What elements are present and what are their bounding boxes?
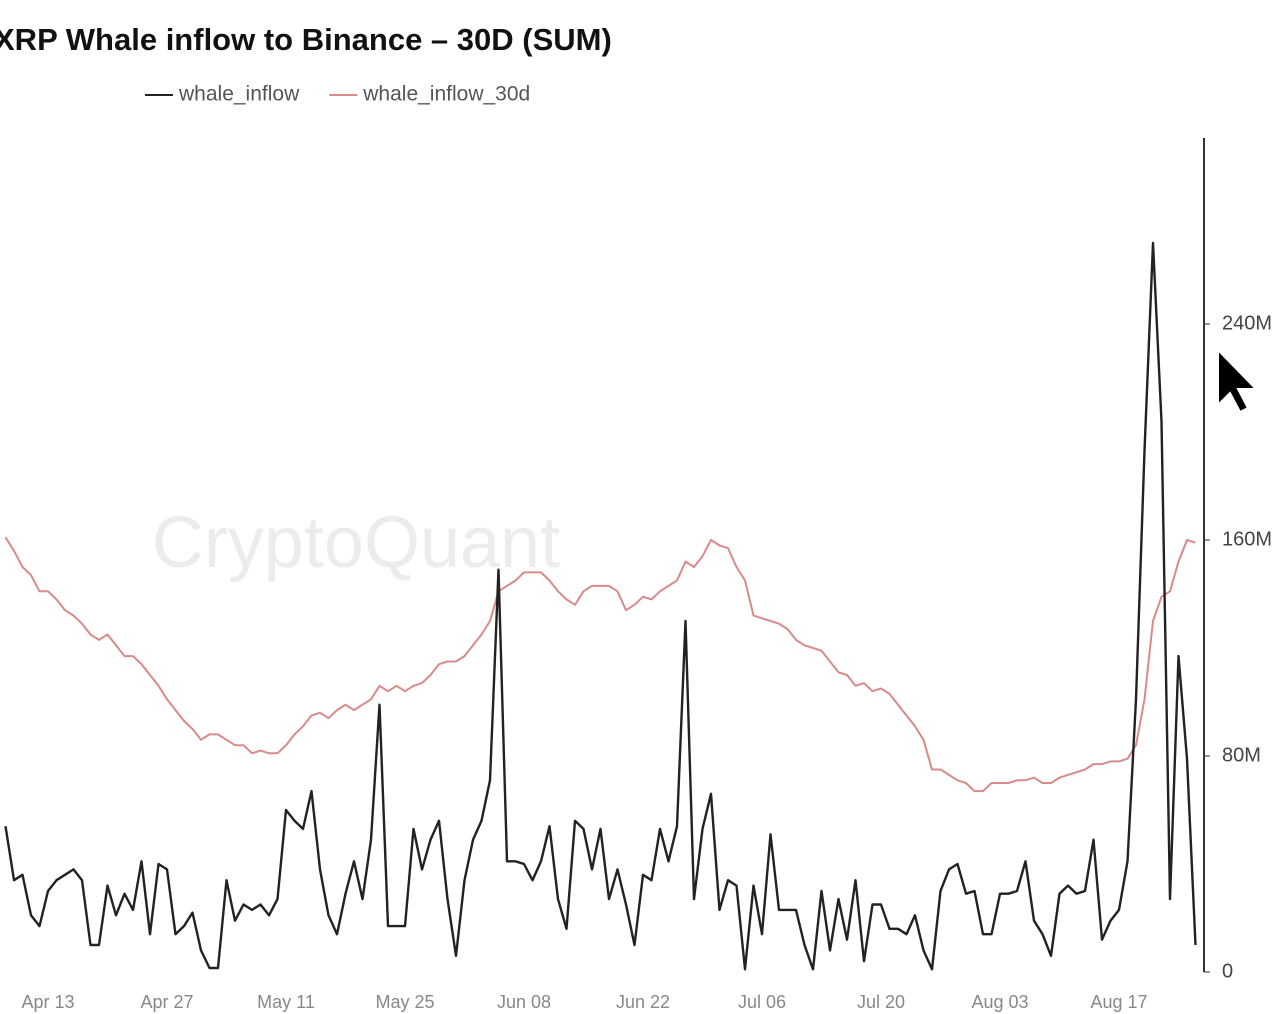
legend-label: whale_inflow_30d — [362, 83, 530, 106]
x-tick-label: Jun 08 — [497, 992, 551, 1012]
series-line — [4, 241, 1197, 971]
x-tick-label: Apr 27 — [140, 992, 193, 1012]
y-tick-label: 240M — [1222, 312, 1272, 334]
chart-title: XRP Whale inflow to Binance – 30D (SUM) — [0, 22, 612, 57]
x-tick-label: Aug 17 — [1090, 992, 1147, 1012]
legend: whale_inflow whale_inflow_30d — [145, 83, 530, 106]
x-tick-label: Jul 06 — [738, 992, 786, 1012]
y-tick-label: 0 — [1222, 960, 1233, 982]
watermark: CryptoQuant — [152, 503, 560, 583]
series-line — [4, 536, 1196, 793]
y-tick-label: 160M — [1222, 528, 1272, 550]
y-tick-label: 80M — [1222, 744, 1261, 766]
mouse-cursor — [1217, 347, 1259, 414]
x-tick-label: Apr 13 — [21, 992, 74, 1012]
x-tick-label: Aug 03 — [971, 992, 1028, 1012]
x-tick-label: May 25 — [375, 992, 434, 1012]
x-tick-label: Jul 20 — [857, 992, 905, 1012]
plot-area — [4, 241, 1197, 971]
x-tick-label: Jun 22 — [616, 992, 670, 1012]
legend-label: whale_inflow — [178, 83, 300, 106]
x-tick-label: May 11 — [257, 992, 315, 1012]
